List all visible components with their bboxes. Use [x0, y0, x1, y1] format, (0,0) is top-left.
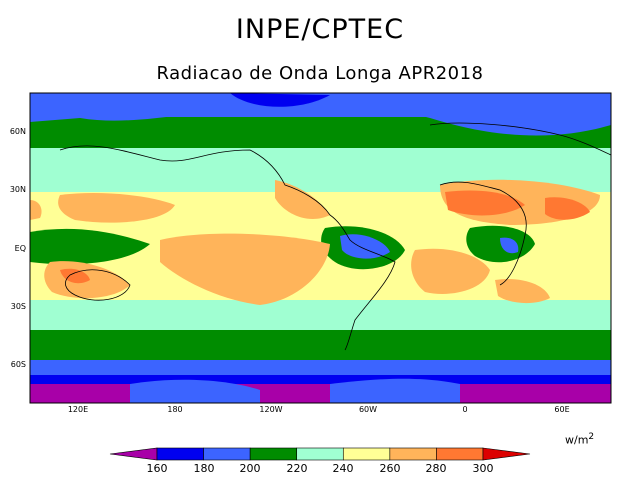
lat-label-60n: 60N [9, 127, 26, 136]
colorbar-box-7 [436, 447, 484, 461]
lon-label-180: 180 [167, 405, 183, 414]
map-subtitle: Radiacao de Onda Longa APR2018 [156, 63, 484, 84]
lon-label-120w: 120W [259, 405, 283, 414]
unit-label: w/m2 [565, 432, 594, 447]
colorbar-box-1 [156, 447, 204, 461]
lon-label-60w: 60W [358, 405, 378, 414]
lat-label-eq: EQ [14, 244, 26, 253]
colorbar-label-300: 300 [472, 462, 494, 475]
colorbar-box-3 [249, 447, 298, 461]
colorbar-label-280: 280 [425, 462, 447, 475]
colorbar-label-180: 180 [193, 462, 215, 475]
lat-label-30n: 30N [9, 185, 26, 194]
lon-label-60e: 60E [554, 405, 570, 414]
unit-text: w/m [565, 433, 589, 447]
lat-label-60s: 60S [10, 360, 26, 369]
colorbar-box-6 [389, 447, 437, 461]
colorbar-box-2 [203, 447, 251, 461]
lon-label-0: 0 [462, 405, 468, 414]
lon-label-120e: 120E [67, 405, 89, 414]
page-title: INPE/CPTEC [235, 14, 405, 45]
colorbar-box-5 [342, 447, 391, 461]
lat-label-30s: 30S [10, 302, 26, 311]
colorbar-label-240: 240 [332, 462, 354, 475]
colorbar-box-4 [296, 447, 344, 461]
unit-exponent: 2 [588, 432, 595, 442]
colorbar-box-0 [109, 447, 158, 461]
colorbar-label-260: 260 [379, 462, 401, 475]
colorbar-label-220: 220 [286, 462, 308, 475]
colorbar-label-200: 200 [239, 462, 261, 475]
colorbar-box-8 [482, 447, 531, 461]
colorbar-label-160: 160 [146, 462, 168, 475]
